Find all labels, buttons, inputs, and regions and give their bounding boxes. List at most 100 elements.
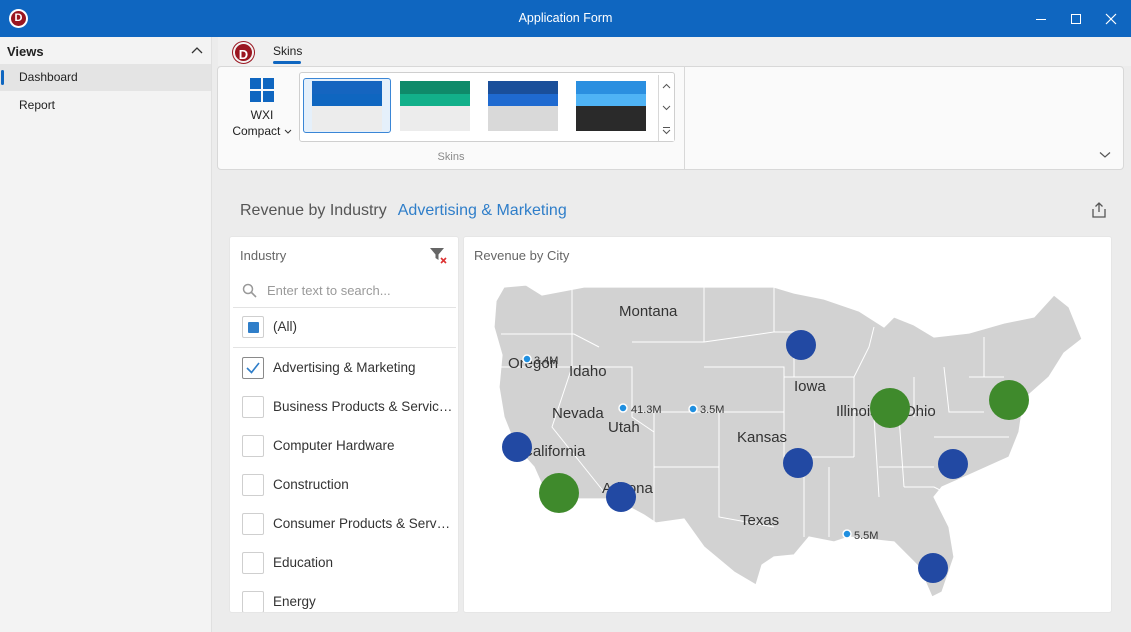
skin-swatch-3[interactable] <box>488 81 558 131</box>
industry-item-label: Computer Hardware <box>273 438 395 453</box>
collapse-views-button[interactable] <box>190 43 204 58</box>
title-bar: D Application Form <box>0 0 1131 37</box>
industry-item[interactable]: Construction <box>242 474 452 498</box>
search-placeholder: Enter text to search... <box>267 283 391 298</box>
ribbon-collapse-button[interactable] <box>1099 147 1111 162</box>
skin-swatch-1[interactable] <box>312 81 382 131</box>
gallery-expand-button[interactable] <box>658 119 674 141</box>
checkbox[interactable] <box>242 552 264 574</box>
close-button[interactable] <box>1094 0 1128 37</box>
clear-filter-button[interactable] <box>429 246 449 269</box>
industry-item-label: (All) <box>273 319 297 334</box>
dashboard-selection: Advertising & Marketing <box>397 202 567 219</box>
state-label: Montana <box>619 303 678 320</box>
city-bubble-highlighted[interactable] <box>870 388 910 428</box>
city-bubble[interactable] <box>938 449 968 479</box>
state-label: Nevada <box>552 405 604 422</box>
industry-item-label: Education <box>273 555 334 570</box>
chevron-up-icon <box>191 47 203 54</box>
wxi-compact-button[interactable]: WXI Compact <box>230 77 294 139</box>
industry-search-input[interactable]: Enter text to search... <box>242 281 452 301</box>
views-header: Views <box>7 44 44 59</box>
state-label: Texas <box>740 512 779 529</box>
app-logo-icon: D <box>9 9 28 28</box>
city-bubble-highlighted[interactable] <box>989 380 1029 420</box>
industry-item[interactable]: Consumer Products & Services <box>242 513 453 537</box>
chevron-down-icon <box>284 129 292 134</box>
skin-color-band <box>576 106 646 119</box>
industry-item[interactable]: Advertising & Marketing <box>242 357 452 381</box>
export-button[interactable] <box>1089 200 1109 223</box>
skin-color-band <box>312 81 382 94</box>
sidebar-item-report[interactable]: Report <box>19 98 56 112</box>
sidebar-item-dashboard[interactable]: Dashboard <box>0 64 211 91</box>
maximize-button[interactable] <box>1059 0 1093 37</box>
skins-gallery <box>299 72 675 142</box>
industry-item[interactable]: Energy <box>242 591 452 612</box>
ribbon-panel: WXI Compact Skins <box>217 66 1124 170</box>
skin-color-band <box>488 81 558 94</box>
ribbon-separator <box>684 67 685 169</box>
value-label: 3.4M <box>534 355 558 367</box>
checkbox[interactable] <box>242 591 264 612</box>
industry-item[interactable]: Computer Hardware <box>242 435 452 459</box>
checkbox[interactable] <box>242 513 264 535</box>
minimize-button[interactable] <box>1024 0 1058 37</box>
industry-item-label: Advertising & Marketing <box>273 360 416 375</box>
city-bubble[interactable] <box>783 448 813 478</box>
clear-filter-icon <box>430 248 447 264</box>
checkbox[interactable] <box>242 396 264 418</box>
chevron-up-icon <box>662 83 671 89</box>
skin-color-band <box>488 93 558 106</box>
chevron-down-icon <box>1099 152 1111 158</box>
tab-skins[interactable]: Skins <box>273 44 303 58</box>
windows-logo-icon <box>250 78 274 102</box>
industry-item[interactable]: Education <box>242 552 452 576</box>
city-bubble[interactable] <box>502 432 532 462</box>
views-sidebar: Views Dashboard Report <box>0 37 212 632</box>
city-point <box>688 404 698 414</box>
skin-color-band <box>576 93 646 106</box>
us-map[interactable]: Montana Oregon Idaho Nevada Utah Iowa Il… <box>464 237 1111 612</box>
skin-color-band <box>400 81 470 94</box>
skin-color-band <box>488 118 558 131</box>
search-icon <box>242 283 257 298</box>
city-bubble[interactable] <box>606 482 636 512</box>
map-title: Revenue by City <box>474 248 570 263</box>
industry-item-all[interactable]: (All) <box>242 316 452 340</box>
city-bubble[interactable] <box>786 330 816 360</box>
value-label: 5.5M <box>854 530 878 542</box>
checkmark-icon <box>246 362 260 374</box>
gallery-scroll-down-button[interactable] <box>658 97 674 119</box>
checkbox[interactable] <box>242 435 264 457</box>
wxi-label: WXI <box>250 108 274 122</box>
gallery-scroll-up-button[interactable] <box>658 75 674 97</box>
skin-swatch-2[interactable] <box>400 81 470 131</box>
checkbox[interactable] <box>242 474 264 496</box>
state-label: Illinois <box>836 403 878 420</box>
ribbon-group-label: Skins <box>437 151 465 163</box>
share-export-icon <box>1092 202 1106 218</box>
state-label: Iowa <box>794 378 826 395</box>
city-point <box>522 354 532 364</box>
skin-color-band <box>400 93 470 106</box>
app-menu-logo-icon[interactable]: D <box>233 42 254 63</box>
state-label: Idaho <box>569 363 607 380</box>
skin-color-band <box>312 106 382 119</box>
skin-color-band <box>488 106 558 119</box>
state-label: Oregon <box>508 355 558 372</box>
checkbox[interactable] <box>242 316 264 338</box>
maximize-icon <box>1071 13 1081 24</box>
value-label: 3.5M <box>700 404 724 416</box>
checkbox[interactable] <box>242 357 264 379</box>
state-label: Kansas <box>737 429 787 446</box>
skin-swatch-4[interactable] <box>576 81 646 131</box>
skin-color-band <box>576 81 646 94</box>
ribbon-tab-strip: D Skins <box>218 37 1131 66</box>
skin-color-band <box>312 118 382 131</box>
chevron-down-icon <box>662 105 671 111</box>
active-tab-indicator <box>273 61 301 64</box>
city-bubble[interactable] <box>918 553 948 583</box>
city-bubble-highlighted[interactable] <box>539 473 579 513</box>
industry-item[interactable]: Business Products & Services <box>242 396 453 420</box>
